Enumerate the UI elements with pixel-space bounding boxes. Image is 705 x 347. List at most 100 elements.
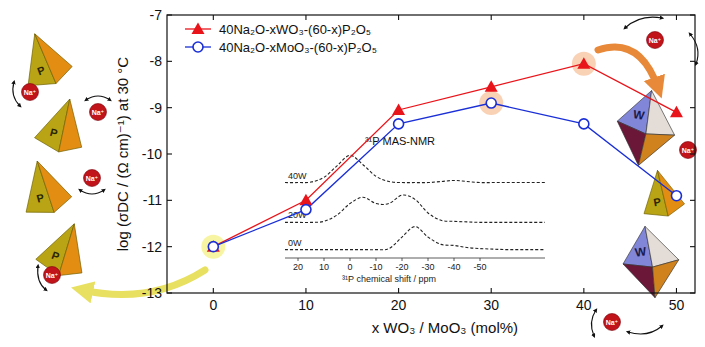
data-point <box>208 242 218 252</box>
data-point <box>301 205 311 215</box>
illustration: PPPPNa⁺Na⁺Na⁺Na⁺WPWNa⁺Na⁺Na⁺ <box>12 17 698 336</box>
guide-arrow <box>598 47 658 88</box>
y-tick-right <box>690 107 695 108</box>
na-ion <box>84 170 101 187</box>
legend-marker <box>193 42 203 52</box>
nmr-inset: 20100-10-20-30-40-50³¹P chemical shift /… <box>285 135 545 285</box>
y-tick-label: -8 <box>150 53 163 69</box>
x-tick-top <box>398 15 399 20</box>
hop-arrow <box>591 310 596 336</box>
tetra-face <box>56 224 97 283</box>
x-tick-label: 0 <box>209 297 217 313</box>
x-tick-label: 50 <box>669 297 685 313</box>
ion-label: Na⁺ <box>649 37 662 44</box>
wo6-octahedron: W <box>610 86 681 171</box>
y-tick <box>167 107 172 108</box>
y-tick <box>167 246 172 247</box>
legend: 40Na₂O-xWO₃-(60-x)P₂O₅ 40Na₂O-xMoO₃-(60-x… <box>185 22 377 55</box>
ion-label: Na⁺ <box>92 109 105 116</box>
inset-labels: 40W20W0W³¹P MAS-NMR <box>287 135 437 249</box>
x-tick-top <box>676 15 677 20</box>
data-point <box>299 194 312 206</box>
y-tick-label: -12 <box>142 239 162 255</box>
x-tick-top <box>583 15 584 20</box>
po4-tetrahedron: P <box>14 155 74 220</box>
octa-face <box>645 222 679 267</box>
highlight <box>201 235 225 259</box>
data-point <box>671 191 681 201</box>
po4-tetrahedron: P <box>637 167 686 220</box>
y-axis-title: log (σDC / (Ω cm)⁻¹) at 30 °C <box>114 57 131 252</box>
x-tick-label: 10 <box>298 297 314 313</box>
po4-tetrahedron: P <box>33 93 93 158</box>
inset-tick <box>298 258 299 261</box>
hop-arrow <box>38 266 46 290</box>
x-tick <box>305 288 306 293</box>
na-ion <box>604 314 621 331</box>
y-tick <box>167 200 172 201</box>
plot-area <box>207 57 683 252</box>
x-tick-top <box>305 15 306 20</box>
ion-label: Na⁺ <box>24 89 37 96</box>
data-point <box>392 103 405 115</box>
y-tick <box>167 14 172 15</box>
hop-arrow <box>628 326 662 334</box>
octa-face <box>638 130 674 171</box>
y-tick-label: -7 <box>150 7 163 23</box>
x-axis-title: x WO₃ / MoO₃ (mol%) <box>372 319 518 336</box>
atom-label: P <box>50 249 61 263</box>
y-tick-right <box>690 200 695 201</box>
data-point <box>486 98 496 108</box>
hop-arrow <box>690 34 698 64</box>
atom-label: W <box>632 107 646 123</box>
legend-marker <box>192 23 205 35</box>
y-tick <box>167 153 172 154</box>
inset-tick-label: -20 <box>395 262 408 272</box>
legend-label: 40Na₂O-xMoO₃-(60-x)P₂O₅ <box>219 40 377 55</box>
highlight <box>572 52 596 76</box>
inset-tick-label: -50 <box>473 262 486 272</box>
data-point <box>670 106 683 118</box>
x-tick <box>491 288 492 293</box>
inset-tick-label: -40 <box>447 262 460 272</box>
po4-tetrahedron: P <box>12 26 76 93</box>
octa-face <box>650 260 683 298</box>
po4-tetrahedron: P <box>33 216 97 283</box>
x-tick <box>583 288 584 293</box>
y-tick <box>167 61 172 62</box>
hop-arrow <box>80 190 104 194</box>
inset-tick <box>350 258 351 261</box>
inset-x-title: ³¹P chemical shift / ppm <box>342 274 436 284</box>
y-tick-label: -13 <box>142 285 162 301</box>
atom-label: W <box>634 244 648 260</box>
y-tick-right <box>690 246 695 247</box>
data-point <box>579 119 589 129</box>
inset-tick <box>402 258 403 261</box>
inset-tick <box>324 258 325 261</box>
hop-arrow <box>625 17 662 28</box>
na-ion <box>680 142 697 159</box>
y-tick-label: -9 <box>150 100 163 116</box>
inset-tick <box>480 258 481 261</box>
ion-label: Na⁺ <box>86 175 99 182</box>
x-tick <box>676 288 677 293</box>
tetra-face <box>56 99 93 157</box>
y-tick-right <box>690 61 695 62</box>
x-tick <box>398 288 399 293</box>
inset-tick <box>376 258 377 261</box>
legend-label: 40Na₂O-xWO₃-(60-x)P₂O₅ <box>219 22 371 37</box>
ion-label: Na⁺ <box>606 319 619 326</box>
y-tick-right <box>690 292 695 293</box>
inset-tick <box>428 258 429 261</box>
figure: PPPPNa⁺Na⁺Na⁺Na⁺WPWNa⁺Na⁺Na⁺20100-10-20-… <box>0 0 705 347</box>
ion-label: Na⁺ <box>682 147 695 154</box>
highlight <box>479 91 503 115</box>
inset-curves <box>285 155 545 249</box>
data-point <box>394 119 404 129</box>
na-ion <box>90 104 107 121</box>
atom-label: P <box>35 191 45 204</box>
hop-arrow <box>13 82 20 106</box>
inset-tick-label: -30 <box>421 262 434 272</box>
na-ion <box>44 267 61 284</box>
x-tick-label: 40 <box>576 297 592 313</box>
